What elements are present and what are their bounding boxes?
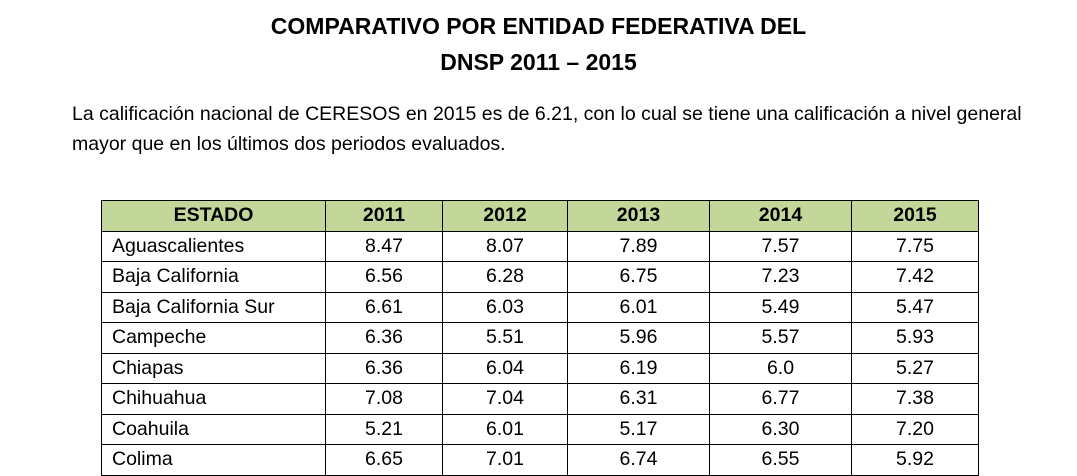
table-row: Campeche 6.36 5.51 5.96 5.57 5.93 [101,322,979,354]
column-header: ESTADO [101,200,326,232]
score-cell: 5.57 [709,322,852,354]
table-row: Coahuila 5.21 6.01 5.17 6.30 7.20 [101,413,979,445]
table-row: Baja California 6.56 6.28 6.75 7.23 7.42 [101,261,979,293]
score-cell: 5.96 [567,322,710,354]
score-cell: 7.38 [851,383,979,415]
score-cell: 6.30 [709,413,852,445]
score-cell: 7.01 [442,444,568,476]
score-cell: 6.01 [442,413,568,445]
score-cell: 6.28 [442,261,568,293]
score-cell: 6.03 [442,291,568,323]
table-row: Aguascalientes 8.47 8.07 7.89 7.57 7.75 [101,230,979,262]
score-cell: 6.77 [709,383,852,415]
score-cell: 5.51 [442,322,568,354]
table-header-row: ESTADO 2011 2012 2013 2014 2015 [101,200,979,232]
score-cell: 6.74 [567,444,710,476]
score-cell: 6.0 [709,352,852,384]
score-cell: 5.49 [709,291,852,323]
title-line-2: DNSP 2011 – 2015 [440,49,637,75]
score-cell: 7.42 [851,261,979,293]
score-cell: 7.89 [567,230,710,262]
state-name-cell: Baja California Sur [101,291,326,323]
column-header: 2015 [851,200,979,232]
score-cell: 8.47 [325,230,443,262]
score-cell: 7.04 [442,383,568,415]
table-row: Chihuahua 7.08 7.04 6.31 6.77 7.38 [101,383,979,415]
title-line-1: COMPARATIVO POR ENTIDAD FEDERATIVA DEL [270,13,807,39]
state-name-cell: Colima [101,444,326,476]
score-cell: 7.20 [851,413,979,445]
state-name-cell: Aguascalientes [101,230,326,262]
score-cell: 6.65 [325,444,443,476]
score-cell: 6.61 [325,291,443,323]
column-header: 2014 [709,200,852,232]
table-row: Baja California Sur 6.61 6.03 6.01 5.49 5.47 [101,291,979,323]
state-name-cell: Coahuila [101,413,326,445]
score-cell: 6.04 [442,352,568,384]
state-name-cell: Chiapas [101,352,326,384]
score-cell: 5.27 [851,352,979,384]
score-cell: 6.36 [325,352,443,384]
score-cell: 7.75 [851,230,979,262]
intro-paragraph: La calificación nacional de CERESOS en 2… [72,103,1022,155]
column-header: 2013 [567,200,710,232]
column-header: 2012 [442,200,568,232]
column-header: 2011 [325,200,443,232]
score-cell: 6.31 [567,383,710,415]
comparison-table: ESTADO 2011 2012 2013 2014 2015 Aguascaliente… [101,200,979,476]
score-cell: 6.56 [325,261,443,293]
table-row: Chiapas 6.36 6.04 6.19 6.0 5.27 [101,352,979,384]
score-cell: 5.93 [851,322,979,354]
state-name-cell: Baja California [101,261,326,293]
score-cell: 5.92 [851,444,979,476]
score-cell: 6.01 [567,291,710,323]
score-cell: 6.36 [325,322,443,354]
score-cell: 6.55 [709,444,852,476]
score-cell: 6.19 [567,352,710,384]
score-cell: 6.75 [567,261,710,293]
score-cell: 5.17 [567,413,710,445]
state-name-cell: Chihuahua [101,383,326,415]
table-row: Colima 6.65 7.01 6.74 6.55 5.92 [101,444,979,476]
score-cell: 5.47 [851,291,979,323]
score-cell: 8.07 [442,230,568,262]
score-cell: 5.21 [325,413,443,445]
score-cell: 7.23 [709,261,852,293]
score-cell: 7.57 [709,230,852,262]
state-name-cell: Campeche [101,322,326,354]
score-cell: 7.08 [325,383,443,415]
